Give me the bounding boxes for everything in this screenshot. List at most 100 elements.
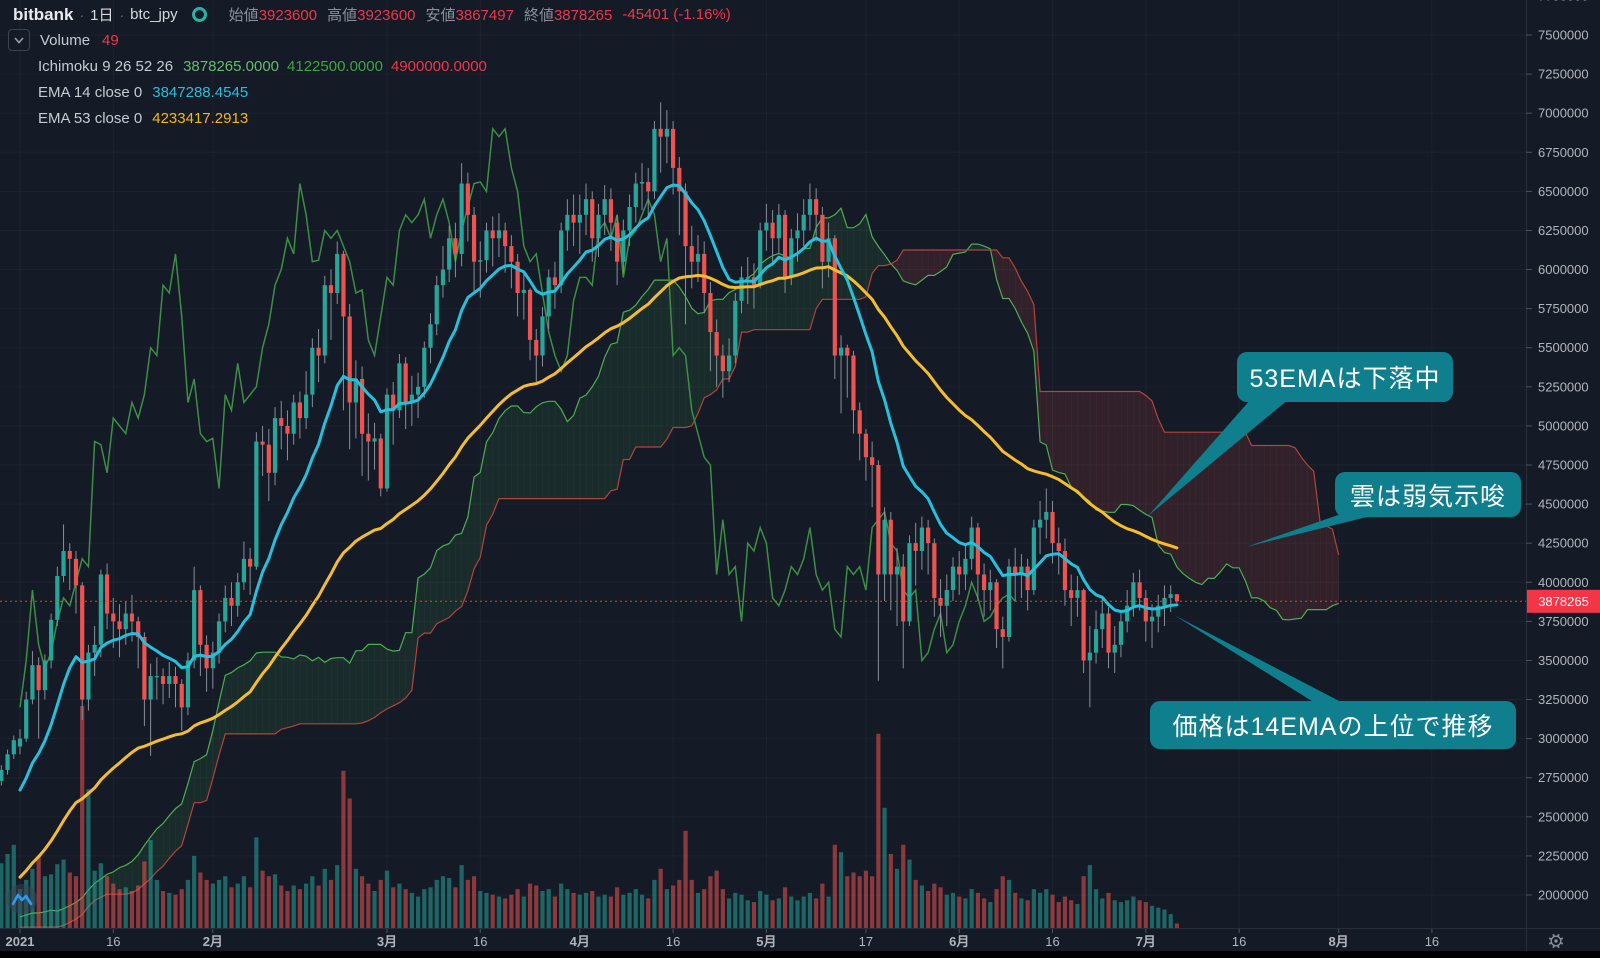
candle bbox=[1156, 605, 1161, 617]
candle bbox=[1056, 543, 1061, 551]
candle bbox=[982, 574, 987, 591]
candle bbox=[683, 191, 688, 247]
volume-bar bbox=[615, 887, 620, 928]
volume-bar bbox=[204, 879, 209, 928]
volume-bar bbox=[484, 892, 489, 928]
candle bbox=[1093, 629, 1099, 653]
candle bbox=[1137, 582, 1142, 598]
candle bbox=[316, 347, 321, 356]
annotation-tail[interactable] bbox=[1174, 615, 1343, 703]
candle bbox=[415, 386, 421, 395]
volume-bar bbox=[1118, 902, 1124, 928]
time-axis-label: 16 bbox=[473, 934, 487, 949]
volume-bar bbox=[266, 876, 271, 928]
volume-bar bbox=[5, 854, 10, 928]
candle bbox=[30, 665, 35, 700]
candle bbox=[1013, 566, 1018, 575]
volume-bar bbox=[926, 891, 931, 928]
candle bbox=[851, 355, 856, 411]
volume-bar bbox=[241, 876, 247, 928]
time-axis-label: 16 bbox=[666, 934, 680, 949]
candle bbox=[838, 347, 844, 356]
candle bbox=[285, 425, 290, 434]
candle bbox=[907, 543, 912, 622]
candle bbox=[104, 574, 110, 614]
volume-bar bbox=[1050, 894, 1055, 928]
time-axis-label: 16 bbox=[106, 934, 120, 949]
candle bbox=[702, 253, 707, 293]
candle bbox=[266, 444, 271, 473]
volume-bar bbox=[179, 889, 184, 928]
price-axis-label: 4500000 bbox=[1538, 497, 1589, 512]
volume-bar bbox=[372, 891, 377, 928]
chikou-span-line bbox=[19, 126, 1016, 708]
volume-bar bbox=[894, 868, 900, 928]
candle bbox=[347, 316, 352, 403]
annotation-callout[interactable]: 雲は弱気示唆 bbox=[1335, 472, 1521, 517]
volume-bar bbox=[527, 883, 533, 928]
candle bbox=[42, 660, 47, 691]
settings-gear-icon[interactable] bbox=[1548, 933, 1564, 949]
annotation-tail[interactable] bbox=[1246, 514, 1379, 547]
volume-bar bbox=[1000, 876, 1005, 928]
volume-bar bbox=[61, 859, 66, 928]
candle bbox=[658, 128, 663, 137]
volume-bar bbox=[1149, 905, 1155, 928]
candle bbox=[129, 613, 135, 622]
volume-bar bbox=[1143, 902, 1148, 928]
candle bbox=[92, 644, 97, 653]
volume-bar bbox=[820, 883, 825, 928]
candle bbox=[1000, 629, 1005, 637]
candle bbox=[1149, 616, 1155, 622]
candle bbox=[384, 394, 390, 489]
volume-bar bbox=[534, 885, 539, 928]
tradingview-logo[interactable] bbox=[7, 884, 37, 914]
candle bbox=[820, 214, 825, 262]
candle bbox=[590, 199, 595, 239]
candle bbox=[801, 214, 806, 231]
candle bbox=[845, 347, 850, 356]
time-axis-label: 3月 bbox=[377, 934, 397, 949]
candle bbox=[248, 558, 253, 567]
candle bbox=[509, 246, 514, 262]
candle bbox=[403, 363, 408, 403]
annotation-tail[interactable] bbox=[1148, 399, 1289, 516]
candle bbox=[1037, 519, 1043, 528]
candle bbox=[1050, 511, 1055, 544]
candle bbox=[795, 230, 800, 239]
candle bbox=[671, 128, 676, 168]
candle bbox=[148, 676, 153, 700]
candle bbox=[341, 253, 346, 317]
volume-bar bbox=[577, 894, 582, 928]
annotation-callout[interactable]: 53EMAは下落中 bbox=[1237, 352, 1453, 402]
volume-bar bbox=[932, 883, 937, 928]
volume-bar bbox=[397, 883, 402, 928]
price-axis-label: 6000000 bbox=[1538, 262, 1589, 277]
candle bbox=[957, 566, 962, 575]
volume-bar bbox=[117, 889, 122, 928]
candle bbox=[832, 238, 837, 356]
candle bbox=[179, 683, 184, 708]
candle bbox=[527, 289, 533, 340]
volume-bar bbox=[1093, 889, 1099, 928]
annotation-callout[interactable]: 価格は14EMAの上位で推移 bbox=[1150, 701, 1516, 749]
volume-bar bbox=[975, 892, 980, 928]
candle bbox=[1112, 644, 1117, 653]
candle bbox=[11, 740, 16, 755]
volume-bar bbox=[185, 879, 191, 928]
candle bbox=[559, 230, 564, 286]
candle bbox=[1044, 511, 1049, 520]
volume-bar bbox=[795, 900, 800, 928]
candle bbox=[434, 285, 439, 325]
volume-bar bbox=[789, 896, 794, 928]
candle bbox=[814, 199, 819, 215]
candle bbox=[652, 128, 657, 192]
volume-bar bbox=[627, 892, 632, 928]
volume-bar bbox=[876, 733, 881, 928]
ema53-line bbox=[18, 265, 1179, 879]
volume-bar bbox=[322, 868, 327, 928]
volume-bar bbox=[509, 894, 514, 928]
candle bbox=[540, 316, 545, 356]
candle bbox=[919, 527, 924, 551]
